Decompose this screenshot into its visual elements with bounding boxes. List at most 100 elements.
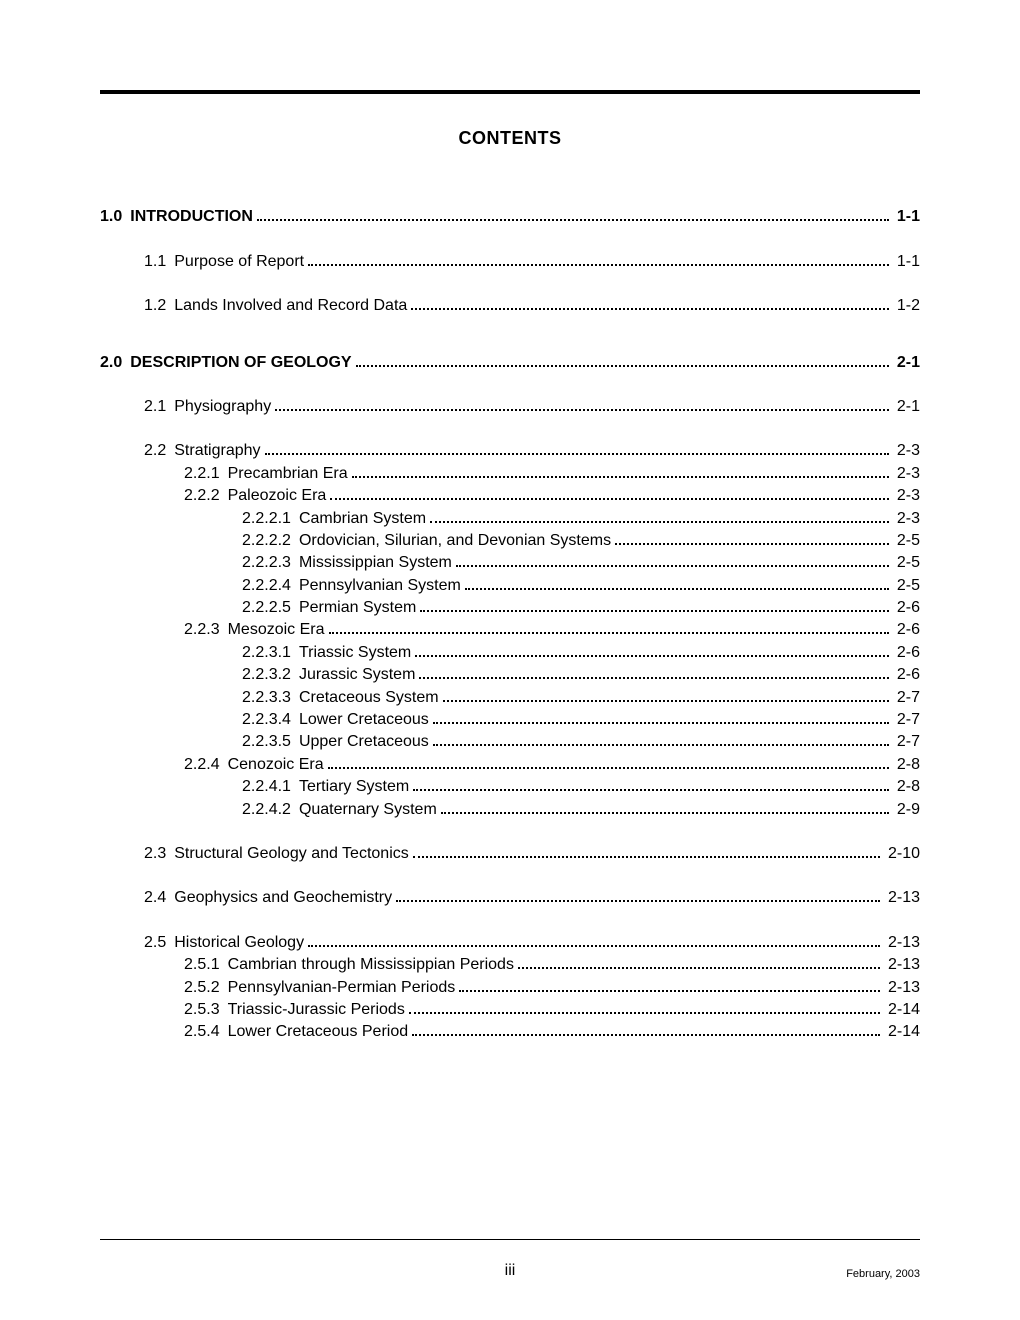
toc-entry-label: Triassic-Jurassic Periods — [228, 1002, 405, 1018]
toc-row: 2.2.3.4Lower Cretaceous2-7 — [100, 712, 920, 728]
toc-row: 2.2.2.3Mississippian System2-5 — [100, 555, 920, 571]
toc-entry-label: Ordovician, Silurian, and Devonian Syste… — [299, 533, 611, 549]
toc-leader-dots — [459, 979, 880, 991]
toc-leader-dots — [328, 756, 889, 768]
toc-entry-page: 2-6 — [893, 622, 920, 638]
toc-entry-number: 2.2.3 — [184, 622, 228, 638]
toc-entry-label: Stratigraphy — [174, 443, 260, 459]
toc-row: 2.5.3Triassic-Jurassic Periods2-14 — [100, 1002, 920, 1018]
toc-entry-number: 2.5.2 — [184, 980, 228, 996]
toc-entry-number: 2.2.2.1 — [242, 511, 299, 527]
toc-row: 2.2.4.1Tertiary System 2-8 — [100, 779, 920, 795]
toc-entry-number: 2.5 — [144, 935, 174, 951]
toc-leader-dots — [413, 846, 880, 858]
toc-entry-number: 1.2 — [144, 298, 174, 314]
toc-entry-page: 2-5 — [893, 533, 920, 549]
toc-leader-dots — [308, 253, 889, 265]
toc-row: 2.2.4Cenozoic Era2-8 — [100, 756, 920, 772]
toc-entry-number: 2.1 — [144, 399, 174, 415]
toc-entry-label: Permian System — [299, 600, 416, 616]
toc-entry-page: 2-1 — [893, 399, 920, 415]
toc-leader-dots — [443, 689, 889, 701]
toc-entry-label: Geophysics and Geochemistry — [174, 890, 392, 906]
toc-gap — [100, 314, 920, 354]
toc-entry-number: 2.2.4 — [184, 757, 228, 773]
toc-entry-label: Triassic System — [299, 645, 411, 661]
toc-leader-dots — [265, 443, 889, 455]
toc-leader-dots — [257, 209, 889, 221]
toc-entry-label: Purpose of Report — [174, 254, 304, 270]
toc-entry-page: 2-5 — [893, 555, 920, 571]
bottom-rule — [100, 1239, 920, 1240]
toc-row: 2.2.2.5Permian System2-6 — [100, 600, 920, 616]
toc-entry-label: Cambrian System — [299, 511, 426, 527]
toc-entry-label: Historical Geology — [174, 935, 304, 951]
toc-entry-page: 2-6 — [893, 645, 920, 661]
toc-row: 2.3Structural Geology and Tectonics2-10 — [100, 846, 920, 862]
toc-leader-dots — [615, 533, 889, 545]
toc-leader-dots — [275, 399, 889, 411]
toc-gap — [100, 415, 920, 443]
toc-leader-dots — [396, 890, 880, 902]
toc-entry-label: Jurassic System — [299, 667, 415, 683]
toc-leader-dots — [419, 667, 888, 679]
toc-entry-number: 2.2.2.4 — [242, 578, 299, 594]
toc-entry-number: 2.2 — [144, 443, 174, 459]
toc-entry-number: 2.2.2 — [184, 488, 228, 504]
footer: iii February, 2003 — [100, 1262, 920, 1280]
toc-entry-label: Tertiary System — [299, 779, 409, 795]
toc-entry-label: Pennsylvanian System — [299, 578, 461, 594]
toc-entry-number: 2.4 — [144, 890, 174, 906]
page: CONTENTS 1.0INTRODUCTION1-11.1Purpose of… — [0, 0, 1020, 1320]
toc-row: 1.2Lands Involved and Record Data1-2 — [100, 298, 920, 314]
toc-row: 2.5Historical Geology2-13 — [100, 934, 920, 950]
toc-entry-page: 2-7 — [893, 690, 920, 706]
toc-entry-label: Cambrian through Mississippian Periods — [228, 957, 514, 973]
toc-entry-number: 2.2.3.1 — [242, 645, 299, 661]
toc-entry-label: DESCRIPTION OF GEOLOGY — [130, 355, 351, 371]
toc-gap — [100, 225, 920, 253]
toc-gap — [100, 270, 920, 298]
toc-leader-dots — [412, 1024, 880, 1036]
toc-gap — [100, 862, 920, 890]
toc-entry-label: Lands Involved and Record Data — [174, 298, 407, 314]
toc-gap — [100, 371, 920, 399]
toc-row: 2.2.2.1Cambrian System2-3 — [100, 510, 920, 526]
toc-entry-number: 2.2.4.1 — [242, 779, 299, 795]
toc-row: 2.2.3.2Jurassic System 2-6 — [100, 667, 920, 683]
toc-entry-number: 2.3 — [144, 846, 174, 862]
toc-entry-label: Structural Geology and Tectonics — [174, 846, 409, 862]
toc-leader-dots — [433, 712, 889, 724]
toc-entry-label: Lower Cretaceous — [299, 712, 429, 728]
toc-leader-dots — [415, 644, 889, 656]
toc-entry-number: 2.2.3.2 — [242, 667, 299, 683]
toc-entry-page: 2-5 — [893, 578, 920, 594]
toc-entry-number: 2.2.4.2 — [242, 802, 299, 818]
toc-row: 2.4Geophysics and Geochemistry2-13 — [100, 890, 920, 906]
toc-entry-page: 2-13 — [884, 980, 920, 996]
toc-entry-page: 2-6 — [893, 667, 920, 683]
page-number: iii — [100, 1262, 920, 1280]
toc-row: 2.2.1Precambrian Era2-3 — [100, 465, 920, 481]
toc-row: 2.5.1Cambrian through Mississippian Peri… — [100, 957, 920, 973]
toc-entry-label: Precambrian Era — [228, 466, 348, 482]
toc-entry-number: 2.2.3.5 — [242, 734, 299, 750]
toc-entry-number: 2.5.4 — [184, 1024, 228, 1040]
toc-entry-page: 2-3 — [893, 466, 920, 482]
contents-title: CONTENTS — [100, 128, 920, 149]
toc-leader-dots — [518, 957, 880, 969]
toc-entry-page: 2-8 — [893, 779, 920, 795]
toc-row: 2.0DESCRIPTION OF GEOLOGY2-1 — [100, 354, 920, 370]
toc-leader-dots — [411, 298, 889, 310]
toc-leader-dots — [441, 801, 889, 813]
toc-leader-dots — [420, 600, 889, 612]
toc-entry-number: 1.1 — [144, 254, 174, 270]
toc-leader-dots — [433, 734, 889, 746]
toc-gap — [100, 906, 920, 934]
toc-leader-dots — [330, 488, 889, 500]
toc-leader-dots — [456, 555, 889, 567]
toc-entry-number: 2.5.1 — [184, 957, 228, 973]
toc-entry-number: 1.0 — [100, 209, 130, 225]
toc-entry-label: Cenozoic Era — [228, 757, 324, 773]
toc-entry-number: 2.2.3.4 — [242, 712, 299, 728]
